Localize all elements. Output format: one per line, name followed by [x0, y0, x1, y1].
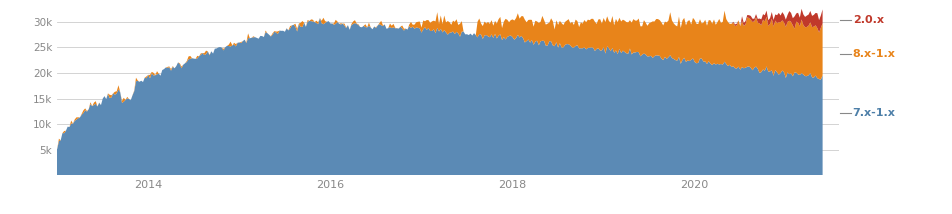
- Text: 8.x-1.x: 8.x-1.x: [852, 49, 895, 59]
- Text: 7.x-1.x: 7.x-1.x: [852, 108, 895, 118]
- Text: 2.0.x: 2.0.x: [852, 15, 883, 25]
